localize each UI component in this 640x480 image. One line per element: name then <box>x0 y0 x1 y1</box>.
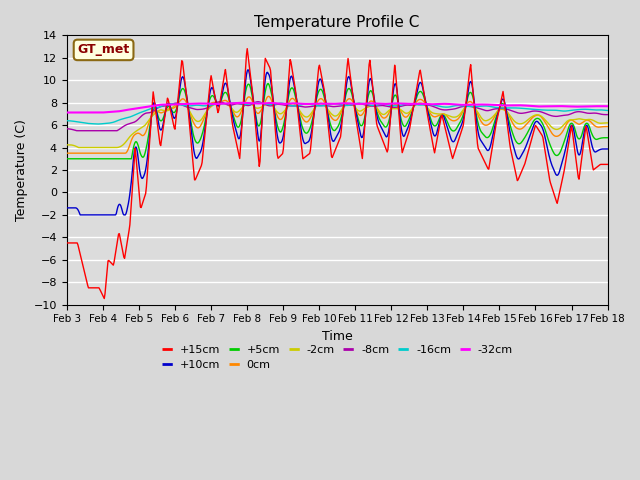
-16cm <box>184 103 191 109</box>
-2cm <box>215 99 223 105</box>
-2cm <box>129 131 137 137</box>
Line: -16cm: -16cm <box>67 103 607 124</box>
+15cm <box>129 178 137 184</box>
Line: -32cm: -32cm <box>67 103 607 113</box>
-32cm <box>93 110 101 116</box>
0cm <box>183 101 191 107</box>
-32cm <box>420 101 428 107</box>
0cm <box>419 98 427 104</box>
Y-axis label: Temperature (C): Temperature (C) <box>15 119 28 221</box>
0cm <box>128 136 136 142</box>
Text: GT_met: GT_met <box>77 43 130 57</box>
-8cm <box>74 128 81 133</box>
-32cm <box>604 103 611 109</box>
-32cm <box>184 101 191 107</box>
-2cm <box>604 120 611 126</box>
-2cm <box>63 142 70 148</box>
+10cm <box>404 124 412 130</box>
-8cm <box>212 99 220 105</box>
+10cm <box>76 212 84 218</box>
-16cm <box>404 101 412 107</box>
Line: 0cm: 0cm <box>67 96 607 153</box>
-8cm <box>129 120 137 126</box>
-32cm <box>129 106 137 112</box>
Legend: +15cm, +10cm, +5cm, 0cm, -2cm, -8cm, -16cm, -32cm: +15cm, +10cm, +5cm, 0cm, -2cm, -8cm, -16… <box>157 340 517 374</box>
+5cm <box>404 120 412 126</box>
-8cm <box>420 102 428 108</box>
+15cm <box>243 46 251 51</box>
+5cm <box>128 152 136 158</box>
-16cm <box>255 100 263 106</box>
-16cm <box>95 121 102 127</box>
0cm <box>404 113 412 119</box>
Line: +5cm: +5cm <box>67 84 607 159</box>
0cm <box>212 99 220 105</box>
0cm <box>604 124 611 130</box>
+15cm <box>212 101 220 107</box>
+5cm <box>212 98 220 104</box>
-8cm <box>254 99 262 105</box>
-8cm <box>63 126 70 132</box>
-16cm <box>63 118 70 123</box>
Line: -2cm: -2cm <box>67 102 607 147</box>
-8cm <box>72 128 80 133</box>
-8cm <box>404 102 412 108</box>
-16cm <box>212 101 220 107</box>
Line: +15cm: +15cm <box>67 48 607 299</box>
Title: Temperature Profile C: Temperature Profile C <box>255 15 420 30</box>
+15cm <box>404 131 412 137</box>
+10cm <box>420 91 428 97</box>
0cm <box>63 150 70 156</box>
-8cm <box>184 104 191 110</box>
+15cm <box>63 240 70 246</box>
+10cm <box>604 146 611 152</box>
X-axis label: Time: Time <box>322 330 353 343</box>
+5cm <box>63 156 70 162</box>
-16cm <box>420 102 428 108</box>
+10cm <box>63 205 70 211</box>
+5cm <box>183 98 191 104</box>
0cm <box>72 150 80 156</box>
+5cm <box>72 156 80 162</box>
-32cm <box>237 100 245 106</box>
+15cm <box>420 91 428 96</box>
+10cm <box>184 100 191 106</box>
+10cm <box>72 205 80 211</box>
-2cm <box>184 105 191 111</box>
+10cm <box>244 67 252 72</box>
+5cm <box>264 81 272 86</box>
-16cm <box>72 119 80 124</box>
+5cm <box>604 135 611 141</box>
-2cm <box>75 144 83 150</box>
-16cm <box>604 108 611 113</box>
-32cm <box>212 101 220 107</box>
-32cm <box>72 109 80 115</box>
Line: +10cm: +10cm <box>67 70 607 215</box>
+15cm <box>604 161 611 167</box>
+10cm <box>212 99 220 105</box>
+5cm <box>419 93 427 98</box>
+15cm <box>100 296 108 301</box>
Line: -8cm: -8cm <box>67 102 607 131</box>
-2cm <box>72 144 80 149</box>
+15cm <box>72 240 80 246</box>
-16cm <box>129 113 137 119</box>
0cm <box>264 94 272 99</box>
-8cm <box>604 112 611 118</box>
-2cm <box>212 100 220 106</box>
-2cm <box>404 110 412 116</box>
-32cm <box>404 101 412 107</box>
+10cm <box>129 163 137 168</box>
+15cm <box>184 103 191 109</box>
-32cm <box>63 109 70 115</box>
-2cm <box>420 102 428 108</box>
